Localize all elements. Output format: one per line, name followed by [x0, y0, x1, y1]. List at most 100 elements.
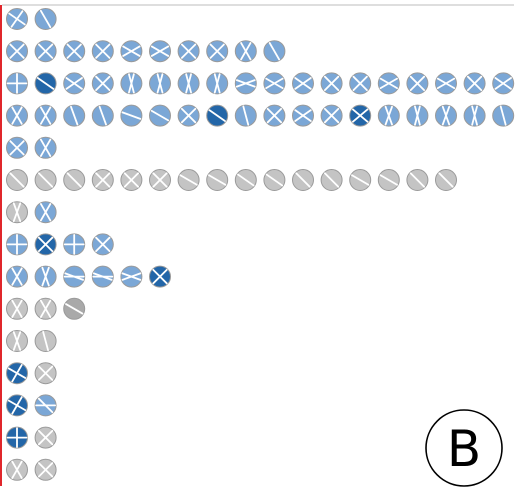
glyph	[91, 72, 114, 95]
glyph	[435, 72, 457, 95]
glyph	[91, 40, 114, 63]
glyph	[463, 72, 486, 95]
glyph-stroke	[37, 43, 54, 59]
glyph	[91, 169, 114, 191]
glyph	[435, 169, 457, 191]
glyph-stroke	[92, 272, 113, 281]
glyph-stroke	[12, 331, 22, 351]
glyph	[6, 40, 28, 63]
glyph	[292, 104, 314, 127]
glyph	[206, 40, 229, 63]
glyph-stroke	[185, 73, 192, 94]
glyph-stroke	[11, 460, 23, 479]
glyph	[349, 72, 372, 95]
glyph	[292, 72, 314, 95]
glyph-stroke	[42, 330, 49, 352]
glyph	[120, 169, 143, 191]
glyph	[377, 104, 400, 127]
glyph	[6, 233, 28, 256]
glyph-stroke	[9, 172, 25, 188]
glyph	[177, 40, 200, 63]
glyph	[320, 169, 343, 191]
glyph-stroke	[9, 43, 25, 59]
glyph	[34, 426, 57, 449]
glyph	[349, 169, 372, 191]
glyph-stroke	[351, 174, 370, 186]
glyph-stroke	[179, 174, 198, 186]
glyph-row-15	[6, 458, 57, 481]
glyph	[34, 40, 57, 63]
glyph-row-13	[6, 394, 57, 417]
glyph-stroke	[436, 77, 456, 90]
glyph-stroke	[294, 109, 312, 122]
glyph-stroke	[494, 77, 512, 90]
glyph	[263, 72, 286, 95]
glyph-stroke	[414, 105, 421, 126]
glyph-stroke	[65, 303, 84, 315]
glyph-stroke	[11, 267, 23, 286]
glyph-row-5	[6, 136, 57, 159]
glyph	[320, 104, 343, 127]
glyph	[349, 104, 372, 127]
glyph	[263, 169, 286, 191]
glyph	[34, 136, 57, 159]
glyph-stroke	[180, 107, 197, 124]
glyph-stroke	[409, 172, 426, 188]
glyph	[6, 72, 28, 95]
glyph	[177, 104, 200, 127]
glyph-stroke	[11, 106, 23, 125]
glyph-stroke	[39, 106, 52, 125]
glyph-stroke	[294, 77, 312, 90]
glyph-stroke	[39, 9, 52, 29]
glyph-row-2	[6, 40, 286, 63]
glyph-stroke	[266, 107, 283, 124]
glyph	[6, 8, 28, 30]
glyph-row-8	[6, 233, 114, 256]
glyph-row-14	[6, 426, 57, 449]
glyph-row-1	[6, 8, 57, 30]
glyph-stroke	[37, 462, 54, 478]
glyph	[63, 40, 86, 63]
glyph-stroke	[152, 172, 168, 188]
glyph	[34, 297, 57, 320]
glyph-row-7	[6, 201, 57, 224]
glyph-stroke	[39, 299, 52, 318]
glyph	[6, 458, 28, 481]
glyph	[492, 104, 515, 127]
glyph	[34, 458, 57, 481]
glyph-stroke	[64, 272, 85, 281]
glyph	[149, 104, 171, 127]
glyph	[263, 40, 286, 63]
glyph	[406, 169, 429, 191]
glyph-stroke	[122, 45, 141, 57]
glyph	[463, 104, 486, 127]
glyph	[263, 104, 286, 127]
glyph	[120, 40, 143, 63]
glyph-row-11	[6, 330, 57, 352]
glyph-stroke	[265, 173, 284, 187]
glyph	[206, 104, 229, 127]
glyph	[34, 233, 57, 256]
glyph-stroke	[268, 42, 281, 61]
glyph-stroke	[323, 107, 340, 124]
glyph	[34, 265, 57, 288]
glyph	[6, 136, 28, 159]
glyph-stroke	[213, 73, 221, 94]
glyph	[320, 72, 343, 95]
glyph-stroke	[65, 77, 83, 90]
glyph	[6, 169, 28, 191]
glyph-stroke	[240, 42, 252, 61]
glyph-stroke	[98, 105, 107, 126]
glyph-stroke	[323, 75, 340, 92]
glyph	[292, 169, 314, 191]
glyph	[234, 104, 257, 127]
glyph-stroke	[39, 138, 52, 157]
glyph-stroke	[208, 109, 226, 122]
glyph	[34, 169, 57, 191]
glyph	[120, 265, 143, 288]
glyph	[91, 104, 114, 127]
glyph-stroke	[150, 45, 170, 57]
glyph	[6, 394, 28, 417]
glyph-stroke	[11, 299, 23, 318]
